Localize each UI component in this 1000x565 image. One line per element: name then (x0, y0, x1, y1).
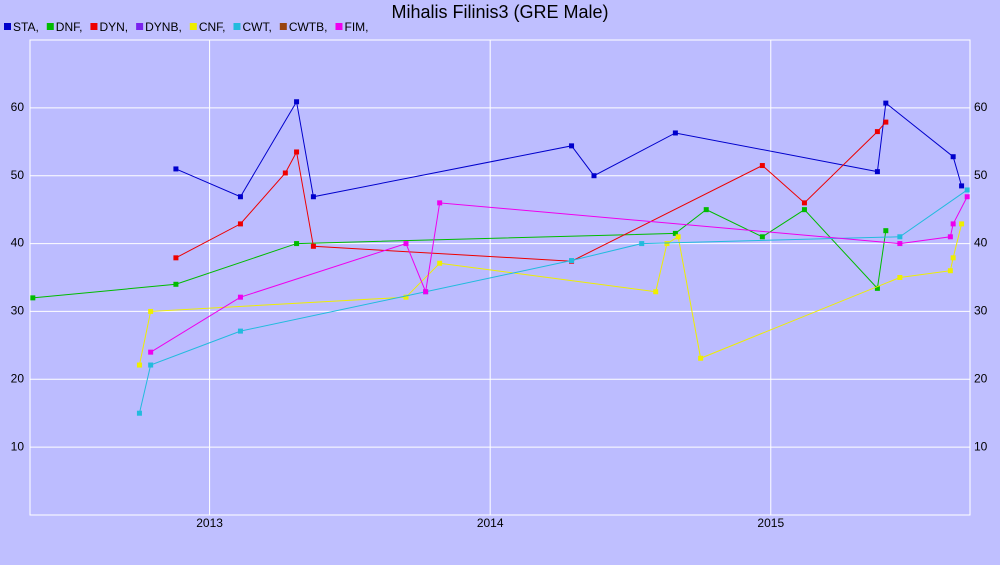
data-point (947, 268, 953, 274)
legend-label: CWT, (242, 20, 271, 34)
legend-swatch (233, 23, 241, 30)
data-point (294, 99, 300, 105)
legend-swatch (279, 23, 287, 30)
data-point (950, 221, 956, 227)
data-point (698, 355, 704, 361)
data-point (569, 258, 575, 264)
data-point (403, 241, 409, 247)
data-point (148, 362, 154, 368)
y2-tick-label: 40 (974, 236, 988, 250)
y2-tick-label: 20 (974, 371, 988, 385)
legend-swatch (136, 23, 144, 30)
data-point (423, 289, 429, 295)
data-point (639, 241, 645, 247)
data-point (437, 200, 443, 206)
y2-tick-label: 10 (974, 439, 988, 453)
data-point (136, 362, 142, 368)
y2-tick-label: 50 (974, 168, 988, 182)
data-point (310, 243, 316, 249)
data-point (959, 221, 965, 227)
legend-label: FIM, (344, 20, 368, 34)
data-point (950, 255, 956, 261)
series-line (175, 121, 887, 262)
data-point (173, 255, 179, 261)
data-point (759, 163, 765, 169)
data-point (874, 129, 880, 135)
legend-label: CWTB, (289, 20, 328, 34)
data-point (591, 173, 597, 179)
data-point (664, 241, 670, 247)
data-point (294, 241, 300, 247)
data-point (173, 281, 179, 287)
y2-tick-label: 30 (974, 304, 988, 318)
data-point (964, 187, 970, 193)
y-tick-label: 50 (11, 168, 25, 182)
data-point (237, 194, 243, 200)
data-point (294, 149, 300, 155)
data-point (964, 194, 970, 200)
x-tick-label: 2015 (757, 516, 784, 530)
data-point (703, 207, 709, 213)
data-point (569, 143, 575, 149)
legend-label: DNF, (56, 20, 83, 34)
data-point (759, 234, 765, 240)
data-point (801, 200, 807, 206)
data-point (237, 328, 243, 334)
data-point (883, 228, 889, 234)
y2-tick-label: 60 (974, 100, 988, 114)
chart-title: Mihalis Filinis3 (GRE Male) (391, 2, 608, 22)
y-tick-label: 60 (11, 100, 25, 114)
data-point (237, 294, 243, 300)
data-point (675, 234, 681, 240)
data-point (883, 119, 889, 125)
legend-label: STA, (13, 20, 39, 34)
data-point (672, 130, 678, 136)
data-point (801, 207, 807, 213)
data-point (148, 308, 154, 314)
legend-swatch (335, 23, 343, 30)
y-tick-label: 10 (11, 439, 25, 453)
y-tick-label: 30 (11, 304, 25, 318)
data-point (148, 349, 154, 355)
data-point (950, 154, 956, 160)
legend-swatch (46, 23, 54, 30)
data-point (897, 241, 903, 247)
legend-swatch (189, 23, 197, 30)
data-point (897, 234, 903, 240)
legend-label: DYNB, (145, 20, 182, 34)
data-point (883, 100, 889, 106)
data-point (947, 234, 953, 240)
y-tick-label: 40 (11, 236, 25, 250)
data-point (959, 183, 965, 189)
data-point (897, 275, 903, 280)
legend-label: DYN, (99, 20, 128, 34)
data-point (403, 294, 409, 300)
y-tick-label: 20 (11, 371, 25, 385)
plot-area (29, 39, 971, 516)
x-tick-label: 2013 (196, 516, 223, 530)
x-tick-label: 2014 (477, 516, 504, 530)
data-point (237, 221, 243, 227)
series-line (138, 189, 968, 414)
data-point (310, 194, 316, 200)
data-point (874, 285, 880, 291)
data-point (653, 289, 659, 295)
data-point (282, 170, 288, 176)
data-point (173, 166, 179, 172)
legend-swatch (90, 23, 98, 30)
legend-swatch (4, 23, 11, 30)
data-point (30, 295, 36, 301)
data-point (874, 169, 880, 175)
data-point (672, 230, 678, 236)
data-point (136, 410, 142, 416)
legend-label: CNF, (199, 20, 226, 34)
data-point (437, 260, 443, 266)
